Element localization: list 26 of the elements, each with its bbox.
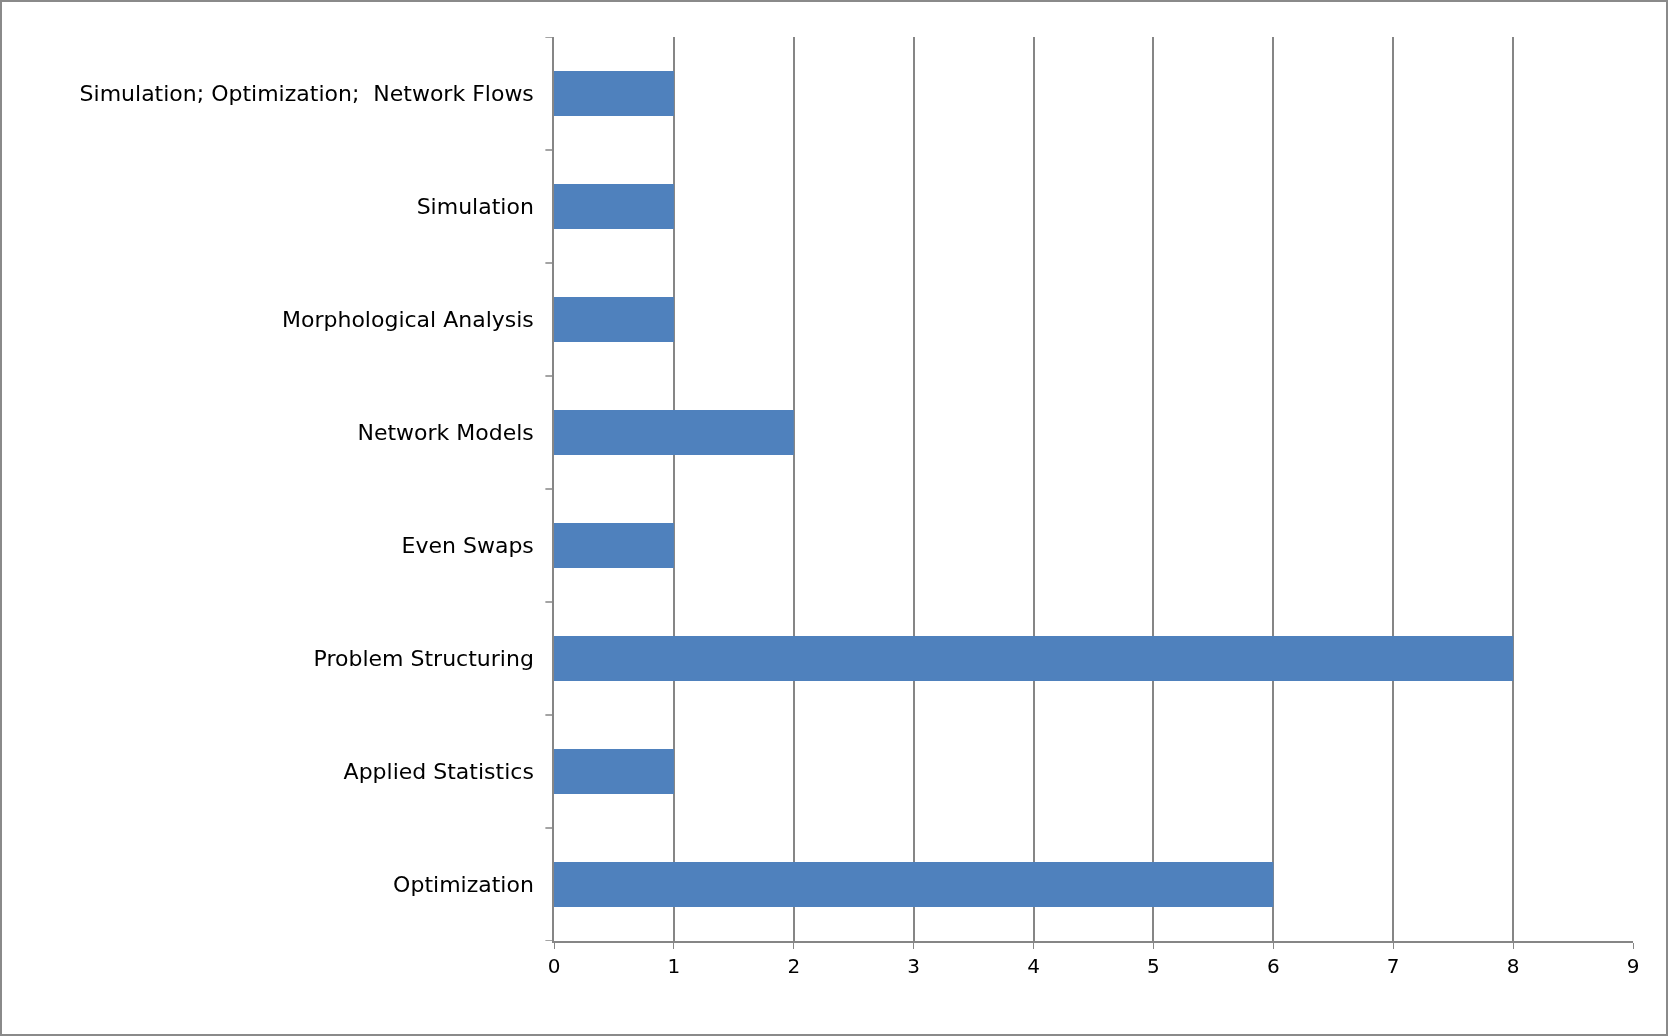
- x-tick-label: 5: [1147, 953, 1160, 978]
- x-tick-label: 7: [1386, 953, 1400, 978]
- x-tick-label: 8: [1506, 953, 1520, 978]
- x-tick-label: 4: [1027, 953, 1040, 978]
- bar: [554, 748, 674, 795]
- bar: [554, 861, 1274, 908]
- bar: [554, 296, 674, 343]
- y-tick-label: Simulation; Optimization; Network Flows: [79, 81, 534, 107]
- x-tick-label: 6: [1266, 953, 1280, 978]
- bar: [554, 183, 674, 230]
- y-tick-label: Network Models: [357, 420, 534, 446]
- y-tick-label: Applied Statistics: [343, 759, 534, 785]
- bar: [554, 635, 1514, 682]
- y-tick-label: Problem Structuring: [313, 646, 534, 672]
- bar: [554, 409, 794, 456]
- y-tick-label: Optimization: [393, 872, 534, 898]
- x-tick-label: 2: [787, 953, 801, 978]
- x-tick-label: 9: [1626, 953, 1640, 978]
- x-tick-label: 3: [907, 953, 921, 978]
- x-tick-label: 1: [667, 953, 681, 978]
- bar: [554, 70, 674, 117]
- bar: [554, 522, 674, 569]
- y-tick-label: Even Swaps: [401, 533, 534, 559]
- y-tick-label: Simulation: [416, 194, 534, 220]
- x-tick-label: 0: [547, 953, 561, 978]
- y-tick-label: Morphological Analysis: [282, 307, 534, 333]
